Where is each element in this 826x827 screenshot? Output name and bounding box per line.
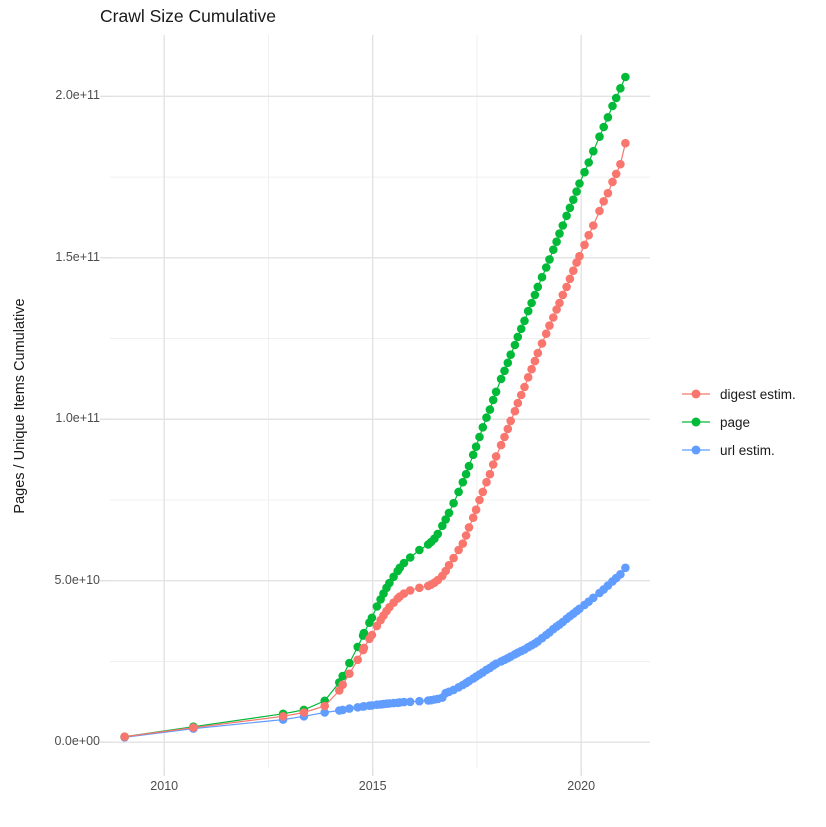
chart-title: Crawl Size Cumulative <box>100 6 277 26</box>
legend-item-page: page <box>681 408 796 436</box>
legend-label: digest estim. <box>720 386 796 402</box>
axis-tick-marks <box>100 95 582 776</box>
x-tick-label: 2010 <box>150 779 179 793</box>
legend-label: url estim. <box>720 442 775 458</box>
y-tick-label: 1.5e+11 <box>55 249 100 264</box>
series-url-estim <box>120 563 630 742</box>
legend-item-url-estim: url estim. <box>681 436 796 464</box>
gridlines-major <box>110 35 650 768</box>
legend: digest estim. page url estim. <box>681 380 796 464</box>
x-tick-label: 2020 <box>567 779 596 793</box>
x-tick-label: 2015 <box>358 779 387 793</box>
y-tick-label: 0.0e+00 <box>54 734 100 749</box>
legend-key-icon <box>682 417 710 427</box>
legend-key-icon <box>682 445 710 455</box>
y-tick-label: 1.0e+11 <box>55 411 100 426</box>
legend-key-icon <box>682 389 710 399</box>
y-tick-label: 5.0e+10 <box>54 572 100 587</box>
legend-label: page <box>720 414 751 430</box>
series-digest-estim <box>120 138 630 741</box>
y-tick-label: 2.0e+11 <box>55 88 100 103</box>
series-page <box>120 72 630 741</box>
legend-item-digest-estim: digest estim. <box>681 380 796 408</box>
gridlines-minor <box>110 35 650 768</box>
